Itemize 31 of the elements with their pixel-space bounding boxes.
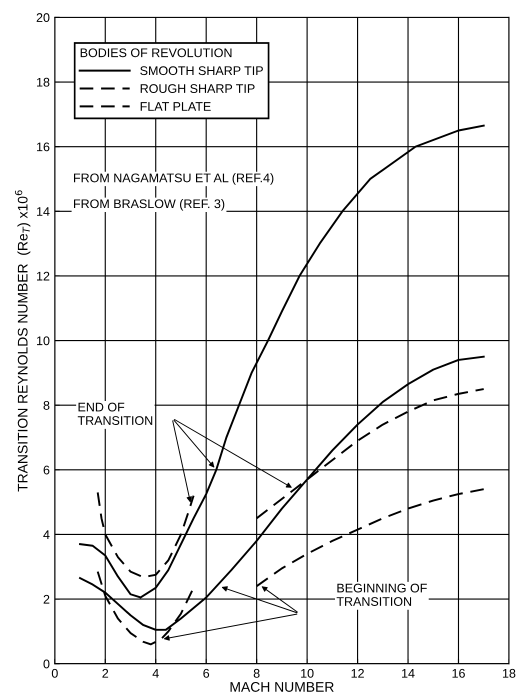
y-tick-label: 0 xyxy=(43,660,50,668)
legend-label: FLAT PLATE xyxy=(140,102,211,111)
x-tick-label: 2 xyxy=(102,668,108,678)
x-tick-label: 4 xyxy=(152,669,159,678)
x-tick-label: 16 xyxy=(452,668,465,678)
x-axis-title: MACH NUMBER xyxy=(230,682,334,692)
y-tick-label: 4 xyxy=(43,530,50,539)
annotation: END OF TRANSITION xyxy=(78,402,152,425)
y-tick-label: 8 xyxy=(44,400,50,410)
y-tick-label: 2 xyxy=(44,594,50,604)
y-axis-title: TRANSITION REYNOLDS NUMBER (Re$_{T}$) x10$^{6}$ xyxy=(14,190,30,492)
y-tick-label: 14 xyxy=(37,207,50,216)
y-tick-label: 20 xyxy=(36,13,50,22)
x-tick-label: 18 xyxy=(502,668,516,678)
legend-label: SMOOTH SHARP TIP xyxy=(140,66,263,76)
legend-label: ROUGH SHARP TIP xyxy=(140,84,255,93)
x-tick-label: 8 xyxy=(254,668,260,678)
annotation: FROM NAGAMATSU ET AL (REF.4) xyxy=(74,173,274,185)
x-tick-label: 14 xyxy=(402,669,415,678)
annotation: FROM BRASLOW (REF. 3) xyxy=(74,198,224,211)
x-tick-label: 0 xyxy=(52,668,58,678)
y-tick-label: 16 xyxy=(37,142,50,152)
x-tick-label: 10 xyxy=(301,668,314,678)
legend-title: BODIES OF REVOLUTION xyxy=(80,48,232,58)
y-tick-label: 12 xyxy=(37,272,50,280)
x-tick-label: 12 xyxy=(352,668,364,678)
y-tick-label: 18 xyxy=(37,78,50,87)
y-tick-label: 6 xyxy=(44,466,50,474)
y-tick-label: 10 xyxy=(37,336,50,346)
x-tick-label: 6 xyxy=(203,668,210,678)
annotation: BEGINNING OF TRANSITION xyxy=(336,584,427,606)
